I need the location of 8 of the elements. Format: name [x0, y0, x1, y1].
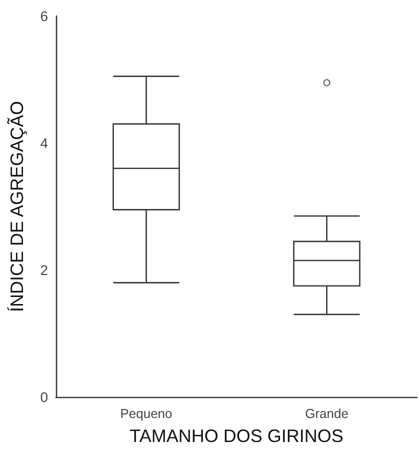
y-tick-label: 6	[40, 8, 48, 24]
y-tick-label: 4	[40, 135, 48, 151]
x-tick-label: Pequeno	[120, 406, 172, 421]
y-tick-label: 0	[40, 389, 48, 405]
y-tick-label: 2	[40, 262, 48, 278]
x-axis-title: TAMANHO DOS GIRINOS	[130, 426, 344, 446]
x-tick-label: Grande	[305, 406, 348, 421]
y-axis-title: ÍNDICE DE AGREGAÇÃO	[7, 100, 27, 312]
